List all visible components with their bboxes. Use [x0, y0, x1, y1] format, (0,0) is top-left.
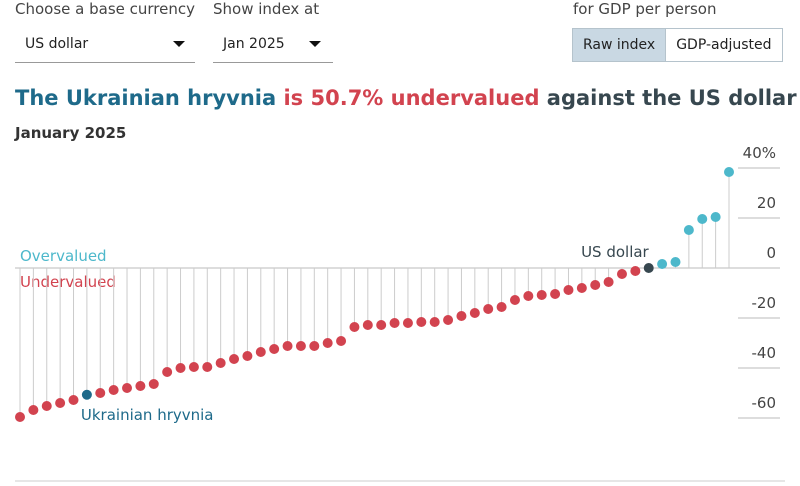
dot	[28, 405, 39, 415]
dot	[162, 367, 173, 377]
dot	[81, 389, 92, 400]
category-label: US dollar	[581, 243, 649, 261]
title-part: is 50.7% undervalued	[276, 86, 540, 110]
dot	[122, 383, 133, 393]
index-dropdown[interactable]: Jan 2025	[213, 26, 333, 63]
dot	[55, 398, 66, 408]
annotation: Overvalued	[20, 247, 107, 265]
dot	[95, 388, 106, 398]
dot	[188, 362, 199, 372]
dot	[697, 214, 708, 224]
dot	[389, 318, 400, 328]
raw-button[interactable]: Raw index	[573, 29, 666, 61]
dot	[309, 341, 320, 351]
y-tick-label: -60	[752, 394, 777, 412]
dot	[496, 302, 507, 312]
dot	[135, 381, 146, 391]
dot	[349, 322, 360, 332]
dot	[550, 289, 561, 299]
chart-title: The Ukrainian hryvnia is 50.7% undervalu…	[15, 86, 797, 110]
y-tick-label: 20	[757, 194, 776, 212]
dot	[402, 318, 413, 328]
toggle: Raw index GDP-adjusted	[572, 28, 783, 62]
dot	[563, 285, 574, 295]
dot	[724, 167, 734, 177]
dot	[175, 363, 186, 373]
dot	[683, 225, 694, 235]
dot	[416, 317, 427, 327]
dot	[523, 291, 534, 301]
y-tick-label: -40	[752, 344, 777, 362]
dot	[590, 280, 601, 290]
dot	[282, 341, 293, 351]
gdp-button[interactable]: GDP-adjusted	[665, 29, 781, 61]
currency-dropdown[interactable]: US dollar	[15, 26, 195, 63]
dot	[15, 412, 25, 422]
dot	[710, 212, 721, 222]
dropdown-arrow	[309, 41, 321, 47]
dropdown-value: US dollar	[25, 36, 89, 52]
dot	[255, 347, 266, 357]
category-label: Ukrainian hryvnia	[81, 406, 214, 424]
dropdown-value: Jan 2025	[223, 36, 285, 52]
annotation: Undervalued	[20, 273, 116, 291]
dropdown-arrow	[173, 41, 185, 47]
dot	[456, 311, 467, 321]
chart-subtitle: January 2025	[15, 124, 127, 142]
dot	[657, 259, 668, 269]
dot	[670, 257, 681, 267]
dot	[295, 341, 306, 351]
dot	[68, 395, 79, 405]
dot	[376, 320, 387, 330]
dot	[483, 304, 494, 314]
dot	[429, 317, 440, 327]
dot	[108, 385, 119, 395]
control-label: for GDP per person	[573, 0, 717, 18]
dot	[41, 401, 52, 411]
dot	[215, 358, 226, 368]
dot	[443, 315, 454, 325]
dot	[509, 295, 520, 305]
dot	[242, 351, 253, 361]
control-label: Choose a base currency	[15, 0, 195, 18]
dot	[202, 362, 213, 372]
dot	[336, 336, 347, 346]
dot	[362, 320, 373, 330]
dot	[148, 379, 159, 389]
title-part: against the US dollar	[539, 86, 797, 110]
dot	[576, 283, 587, 293]
y-tick-label: -20	[752, 294, 777, 312]
dot	[229, 354, 240, 364]
control-label: Show index at	[213, 0, 320, 18]
y-tick-label: 40%	[743, 144, 776, 162]
dot	[322, 338, 333, 348]
dot	[536, 290, 547, 300]
dot	[643, 263, 654, 273]
dot	[630, 266, 641, 276]
dot	[616, 269, 627, 279]
dot	[603, 277, 614, 287]
dot	[469, 308, 480, 318]
y-tick-label: 0	[766, 244, 776, 262]
title-part: The Ukrainian hryvnia	[15, 86, 277, 110]
dot	[269, 344, 280, 354]
